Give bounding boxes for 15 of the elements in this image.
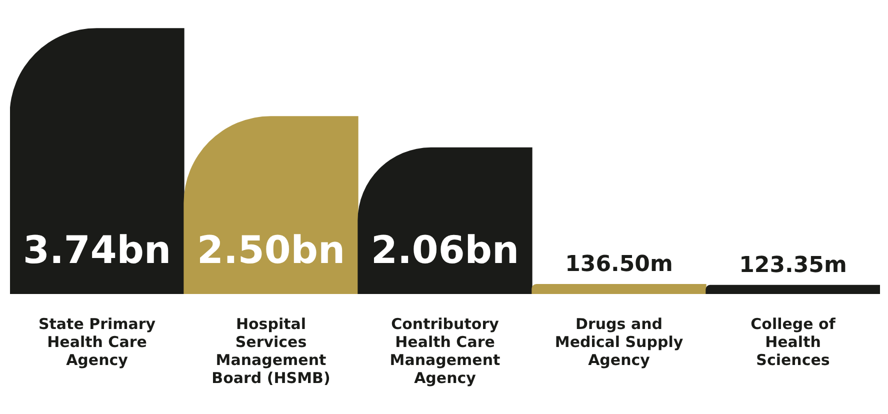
bar bbox=[184, 116, 358, 294]
x-tick-label: State Primary Health Care Agency bbox=[38, 314, 156, 369]
x-tick-label: Contributory Health Care Management Agency bbox=[390, 314, 500, 387]
bar bbox=[358, 147, 532, 294]
data-label: 123.35m bbox=[739, 252, 847, 278]
data-label: 136.50m bbox=[565, 252, 673, 278]
x-tick-label: College of Health Sciences bbox=[750, 314, 836, 369]
bar bbox=[532, 284, 706, 294]
x-tick-label: Hospital Services Management Board (HSMB) bbox=[212, 314, 330, 387]
x-tick-label: Drugs and Medical Supply Agency bbox=[554, 314, 684, 369]
bar bbox=[706, 284, 880, 294]
data-label: 2.50bn bbox=[196, 228, 346, 272]
data-label: 3.74bn bbox=[22, 228, 172, 272]
data-label: 2.06bn bbox=[370, 228, 520, 272]
bar bbox=[10, 28, 184, 294]
